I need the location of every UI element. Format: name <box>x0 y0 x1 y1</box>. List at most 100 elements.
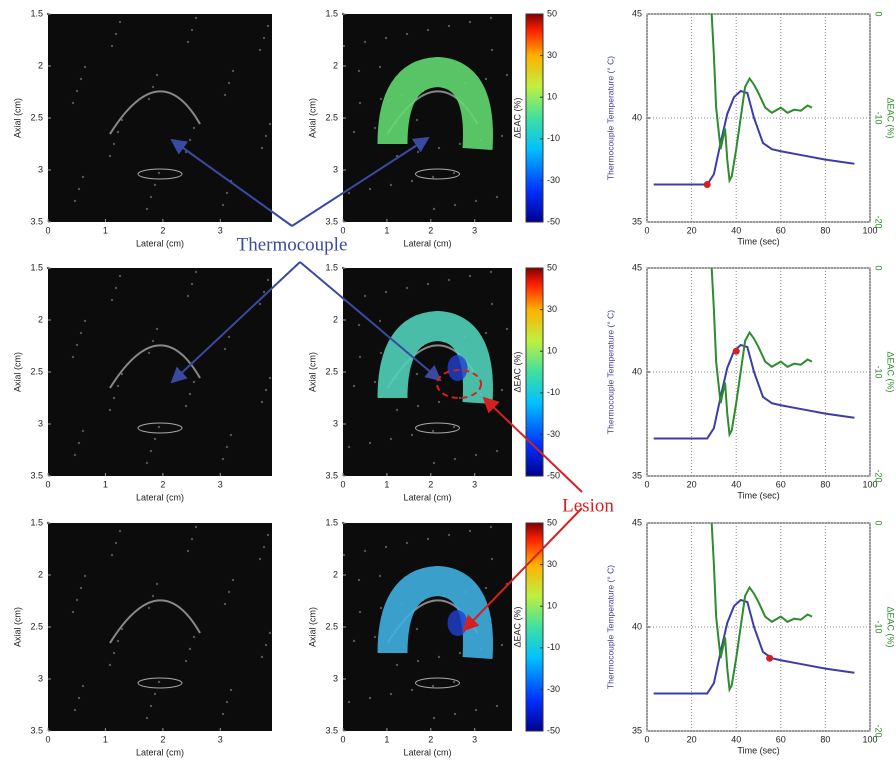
speckle <box>260 655 264 659</box>
speckle <box>347 700 351 704</box>
x-tick-label: 20 <box>687 479 697 489</box>
x-tick-label: 60 <box>776 734 786 744</box>
bmode-image <box>48 523 272 731</box>
speckle <box>342 44 346 48</box>
x-tick-label: 1 <box>384 479 389 489</box>
panels: 0 1 2 3 1.5 2 2.5 3 3.5 Lateral (cm) Axial (cm) 0 1 2… <box>12 8 895 757</box>
speckle <box>116 639 120 643</box>
colorbar-tick-label: -30 <box>547 684 560 694</box>
speckle <box>268 376 272 380</box>
speckle <box>194 525 198 529</box>
speckle <box>500 643 504 647</box>
speckle <box>83 319 87 323</box>
colorbar-tick-label: -50 <box>547 470 560 480</box>
speckle <box>149 195 153 199</box>
speckle <box>149 449 153 453</box>
y2-tick-label: 0 <box>874 265 884 270</box>
x-tick-label: 2 <box>428 734 433 744</box>
speckle <box>83 65 87 69</box>
speckle <box>264 134 268 138</box>
speckle <box>262 36 266 40</box>
x-tick-label: 3 <box>472 479 477 489</box>
y2-tick-label: 0 <box>874 11 884 16</box>
y-tick-label: 40 <box>632 112 642 122</box>
x-tick-label: 2 <box>160 734 165 744</box>
speckle <box>118 274 122 278</box>
y-tick-label: 45 <box>632 262 642 272</box>
speckle <box>114 286 118 290</box>
x-tick-label: 80 <box>820 225 830 235</box>
y-tick-label: 1.5 <box>30 262 43 272</box>
speckle <box>405 32 409 36</box>
speckle <box>155 73 159 77</box>
speckle <box>484 331 488 335</box>
speckle <box>426 28 430 32</box>
series-line <box>710 267 813 438</box>
y-tick-label: 3.5 <box>325 470 338 480</box>
colorbar-tick-label: 10 <box>547 92 557 102</box>
speckle <box>484 77 488 81</box>
speckle <box>432 461 436 465</box>
x-tick-label: 0 <box>340 734 345 744</box>
speckle <box>431 175 435 179</box>
eac-overlay <box>377 310 493 404</box>
speckle <box>231 69 235 73</box>
colorbar-label: ΔEAC (%) <box>512 97 522 138</box>
x-axis-label: Lateral (cm) <box>136 747 184 757</box>
speckle <box>145 716 149 720</box>
speckle <box>120 118 124 122</box>
speckle <box>410 179 414 183</box>
colorbar-label: ΔEAC (%) <box>512 606 522 647</box>
speckle <box>500 134 504 138</box>
speckle <box>379 351 383 355</box>
x-tick-label: 0 <box>45 225 50 235</box>
x-tick-label: 3 <box>218 225 223 235</box>
y-axis-label: Axial (cm) <box>307 352 317 392</box>
y2-axis-label: ΔEAC (%) <box>886 97 896 138</box>
y-axis-label: Axial (cm) <box>307 98 317 138</box>
colorbar-tick-label: 30 <box>547 304 557 314</box>
speckle <box>71 610 75 614</box>
speckle <box>415 118 419 122</box>
x-axis-label: Time (sec) <box>737 236 779 246</box>
speckle <box>357 578 361 582</box>
speckle <box>118 20 122 24</box>
speckle <box>79 77 83 81</box>
series-line <box>653 343 855 440</box>
speckle <box>155 327 159 331</box>
colorbar-tick-label: -10 <box>547 387 560 397</box>
speckle <box>108 154 112 158</box>
bmode-image <box>48 268 272 476</box>
x-tick-label: 20 <box>687 225 697 235</box>
y-tick-label: 3.5 <box>30 216 43 226</box>
speckle <box>347 445 351 449</box>
colorbar-tick-label: -10 <box>547 133 560 143</box>
speckle <box>437 146 441 150</box>
speckle <box>110 298 114 302</box>
colorbar-tick-label: -30 <box>547 175 560 185</box>
y-tick-label: 2.5 <box>325 366 338 376</box>
tissue-echo <box>137 168 183 180</box>
speckle <box>157 425 161 429</box>
speckle <box>416 659 420 663</box>
colorbar-tick-label: -50 <box>547 725 560 735</box>
x-tick-label: 40 <box>731 479 741 489</box>
x-tick-label: 80 <box>820 734 830 744</box>
speckle <box>432 716 436 720</box>
y-tick-label: 3.5 <box>325 725 338 735</box>
speckle <box>266 533 270 537</box>
x-tick-label: 3 <box>472 225 477 235</box>
y-tick-label: 45 <box>632 8 642 18</box>
tissue-echo <box>415 422 460 434</box>
y2-tick-label: -10 <box>874 111 884 124</box>
y-tick-label: 3 <box>333 418 338 428</box>
speckle <box>221 712 225 716</box>
speckle <box>79 586 83 590</box>
speckle <box>395 408 399 412</box>
speckle <box>426 537 430 541</box>
colorbar <box>525 13 544 223</box>
speckle <box>262 290 266 294</box>
speckle <box>73 453 77 457</box>
speckle <box>110 553 114 557</box>
x-tick-label: 60 <box>776 479 786 489</box>
